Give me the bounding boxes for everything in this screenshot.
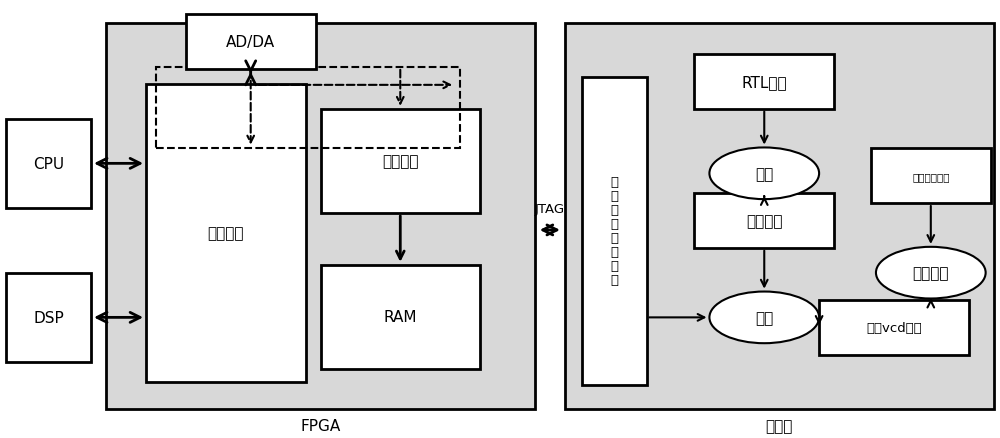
Text: CPU: CPU xyxy=(33,156,64,171)
Text: JTAG: JTAG xyxy=(535,202,565,215)
Bar xyxy=(321,110,480,214)
Bar xyxy=(156,68,460,149)
Bar xyxy=(582,78,647,385)
Text: 门级功耗模型: 门级功耗模型 xyxy=(912,171,950,181)
Text: 仿真: 仿真 xyxy=(755,310,773,325)
Bar xyxy=(106,24,535,409)
Bar xyxy=(694,194,834,248)
Bar xyxy=(565,24,994,409)
Text: RAM: RAM xyxy=(384,310,417,325)
Bar xyxy=(819,301,969,355)
Text: 门级vcd文件: 门级vcd文件 xyxy=(866,321,922,335)
Ellipse shape xyxy=(709,292,819,343)
Text: 信
号
状
态
列
表
文
件: 信 号 状 态 列 表 文 件 xyxy=(610,176,618,287)
Bar xyxy=(6,120,91,208)
Text: AD/DA: AD/DA xyxy=(226,35,275,50)
Bar xyxy=(871,149,991,204)
Text: RTL设计: RTL设计 xyxy=(741,75,787,90)
Bar xyxy=(694,55,834,110)
Bar xyxy=(6,273,91,362)
Text: 捕获逻辑: 捕获逻辑 xyxy=(382,154,419,169)
Text: 综合: 综合 xyxy=(755,166,773,181)
Ellipse shape xyxy=(876,247,986,299)
Text: 核心逻辑: 核心逻辑 xyxy=(208,226,244,241)
Bar xyxy=(321,265,480,369)
Text: 功耗分析: 功耗分析 xyxy=(913,265,949,280)
Bar xyxy=(186,15,316,70)
Ellipse shape xyxy=(709,148,819,200)
Bar xyxy=(146,85,306,382)
Text: 门级电路: 门级电路 xyxy=(746,213,783,229)
Text: 上位机: 上位机 xyxy=(766,418,793,433)
Text: DSP: DSP xyxy=(33,310,64,325)
Text: FPGA: FPGA xyxy=(300,418,341,433)
